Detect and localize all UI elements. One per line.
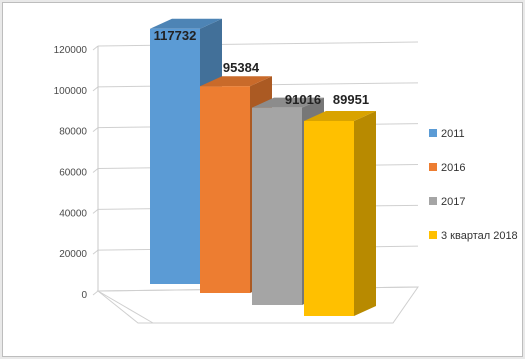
bar-front	[150, 28, 200, 284]
bar-3 квартал 2018	[304, 110, 376, 316]
y-axis-ticks: 0 20000 40000 60000 80000 100000 120000	[54, 45, 88, 301]
legend-item: 2017	[429, 196, 465, 208]
gridline-side	[92, 208, 99, 214]
y-tick-label: 20000	[59, 249, 87, 260]
legend-swatch	[429, 163, 437, 171]
bar-top	[252, 97, 324, 108]
gridline-side	[92, 86, 99, 92]
legend-label: 2016	[441, 162, 465, 174]
y-tick-label: 60000	[59, 168, 87, 179]
legend-swatch	[429, 129, 437, 137]
legend-item: 2016	[429, 162, 465, 174]
bar-chart-3d: 0 20000 40000 60000 80000 100000 120000 117732…	[54, 18, 518, 324]
legend-item: 3 квартал 2018	[429, 230, 518, 242]
bar-top	[304, 110, 376, 121]
gridline-side	[92, 45, 99, 51]
bar-front	[200, 86, 250, 293]
gridline	[97, 41, 419, 47]
data-label: 91016	[285, 92, 321, 107]
legend-label: 3 квартал 2018	[441, 230, 518, 242]
gridline-side	[92, 290, 99, 296]
bar-front	[304, 120, 354, 316]
bars	[150, 18, 376, 316]
bar-side	[354, 110, 376, 316]
legend-swatch	[429, 197, 437, 205]
y-tick-label: 100000	[54, 86, 88, 97]
floor-edge-left	[97, 290, 154, 324]
bar-top	[200, 76, 272, 87]
legend-item: 2011	[429, 128, 465, 140]
gridline-side	[92, 168, 99, 173]
bar-front	[252, 107, 302, 305]
y-tick-label: 120000	[54, 45, 88, 56]
bar-top	[150, 18, 222, 29]
y-tick-label: 80000	[59, 127, 87, 138]
data-labels: 117732 95384 91016 89951	[154, 28, 369, 107]
gridline-side	[92, 249, 99, 255]
legend-swatch	[429, 231, 437, 239]
y-tick-label: 0	[81, 290, 87, 301]
legend: 2011 2016 2017 3 квартал 2018	[429, 128, 518, 242]
gridline-side	[92, 127, 99, 133]
y-tick-label: 40000	[59, 208, 87, 219]
legend-label: 2011	[441, 128, 465, 140]
legend-label: 2017	[441, 196, 465, 208]
data-label: 89951	[333, 92, 369, 107]
data-label: 95384	[223, 60, 260, 75]
data-label: 117732	[154, 28, 197, 43]
